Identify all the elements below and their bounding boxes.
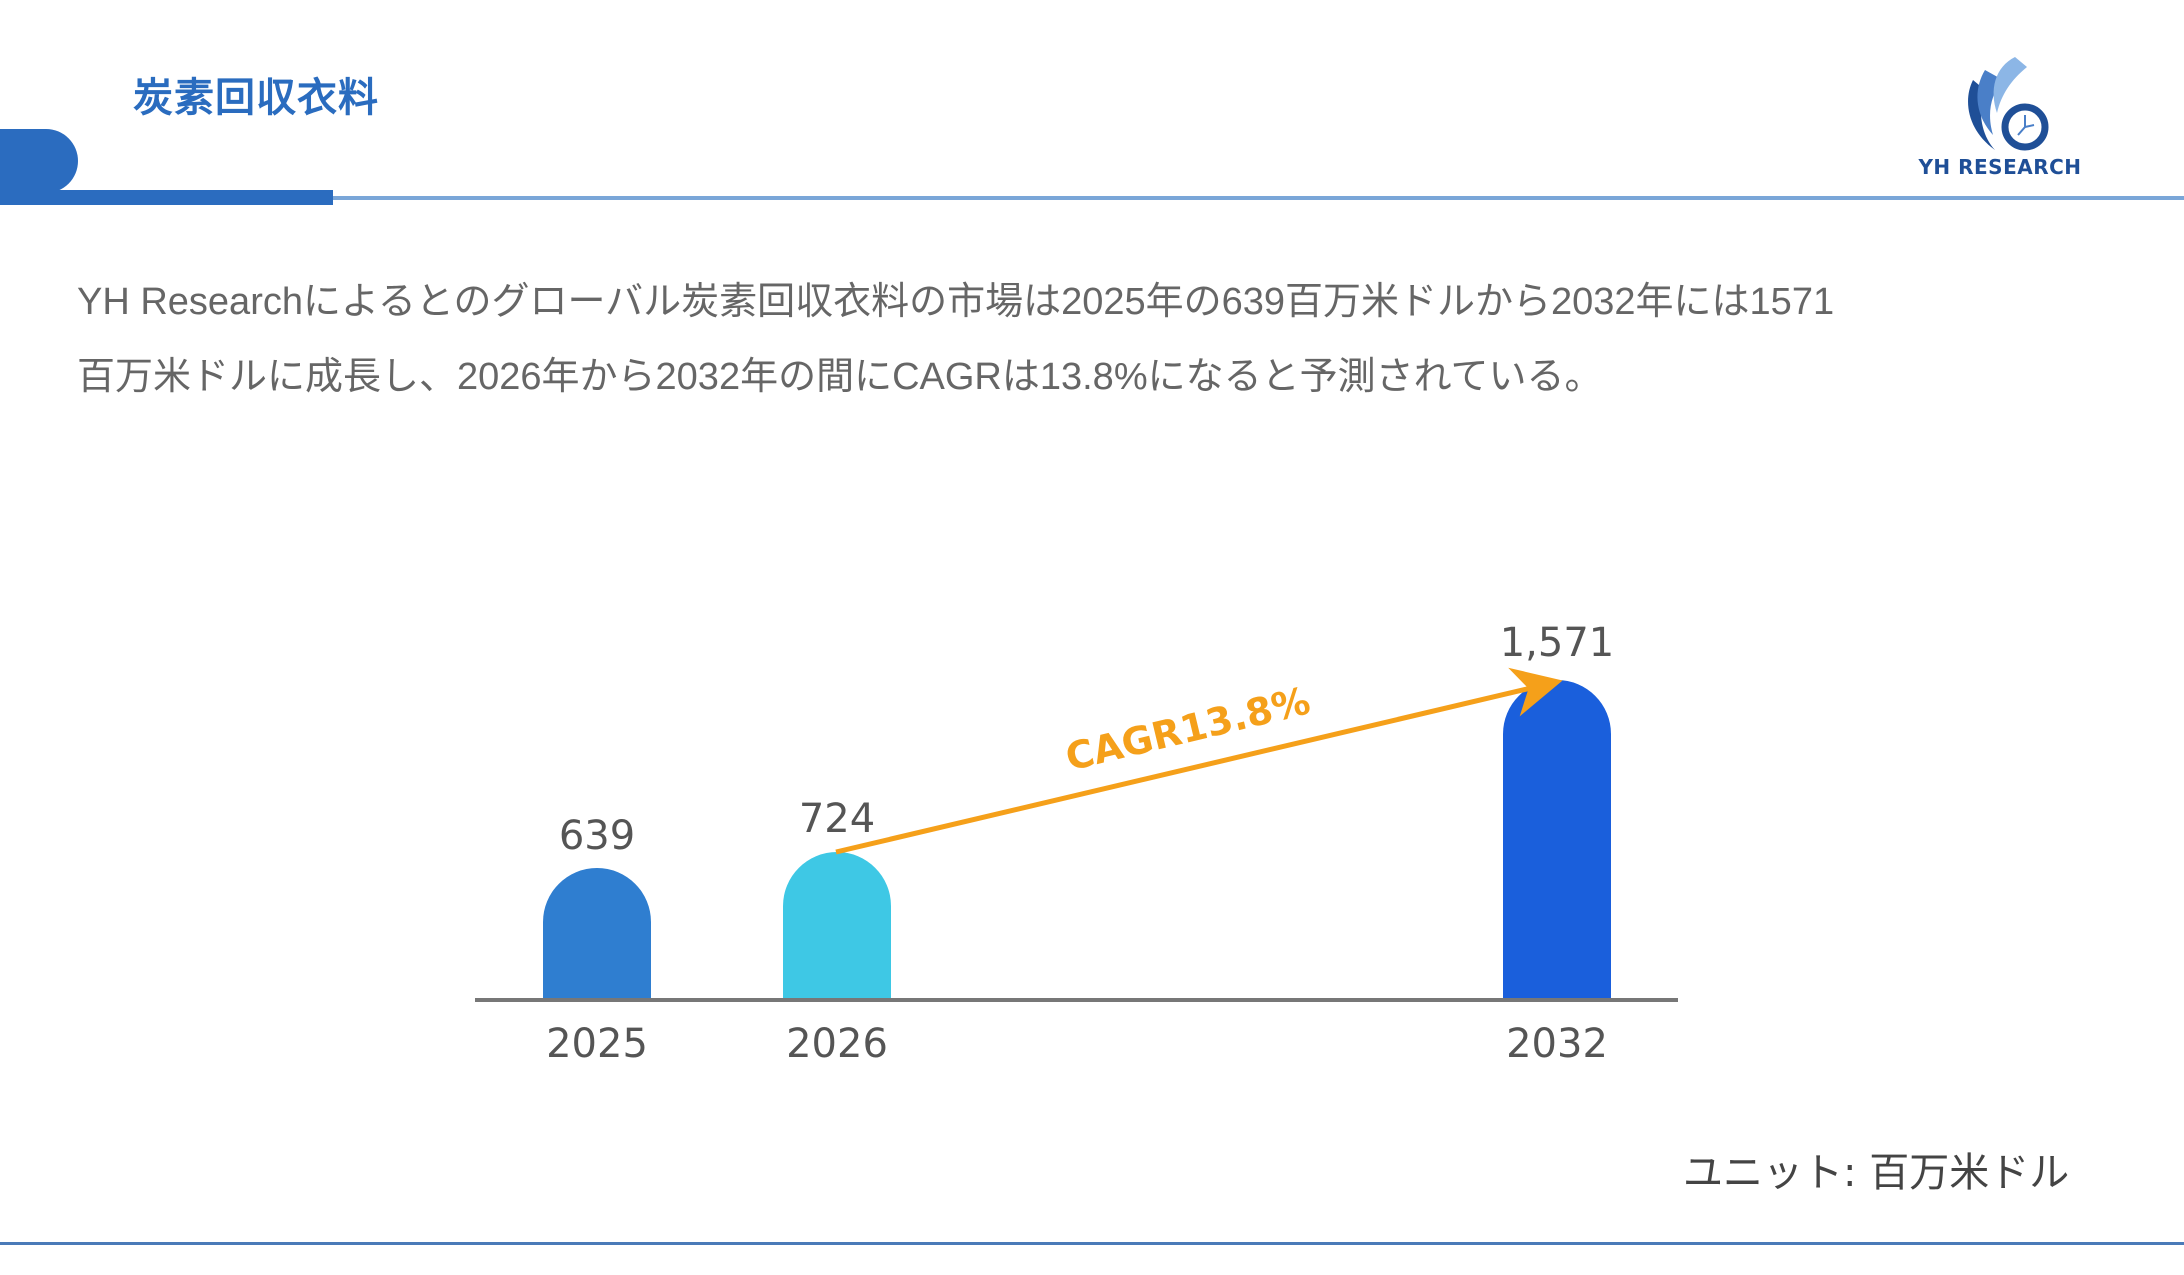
value-label-2032: 1,571 (1500, 620, 1615, 666)
category-label-2025: 2025 (546, 1021, 648, 1067)
footer-divider (0, 1242, 2184, 1245)
bar-2025 (543, 868, 651, 1000)
yh-research-logo: YH RESEARCH (1915, 55, 2090, 185)
leaf-clock-logo-icon (1968, 57, 2049, 151)
description-line-1: YH Researchによるとのグローバル炭素回収衣料の市場は2025年の639… (77, 281, 1835, 323)
description-line-2: 百万米ドルに成長し、2026年から2032年の間にCAGRは13.8%になると予… (77, 356, 1603, 398)
page-title: 炭素回収衣料 (133, 75, 379, 121)
category-label-2026: 2026 (786, 1021, 888, 1067)
market-description: YH Researchによるとのグローバル炭素回収衣料の市場は2025年の639… (77, 265, 2137, 415)
bar-2032 (1503, 680, 1611, 1000)
value-label-2026: 724 (799, 796, 875, 842)
unit-label: ユニット: 百万米ドル (1683, 1150, 2070, 1196)
value-label-2025: 639 (559, 813, 635, 859)
header-tab-decoration (0, 129, 78, 193)
header-accent-bar (0, 190, 333, 205)
header-divider (333, 196, 2184, 200)
logo-text: YH RESEARCH (1918, 155, 2082, 179)
cagr-label: CAGR13.8% (1061, 679, 1314, 780)
bar-2026 (783, 852, 891, 1000)
cagr-arrow (835, 667, 1563, 855)
category-label-2032: 2032 (1506, 1021, 1608, 1067)
